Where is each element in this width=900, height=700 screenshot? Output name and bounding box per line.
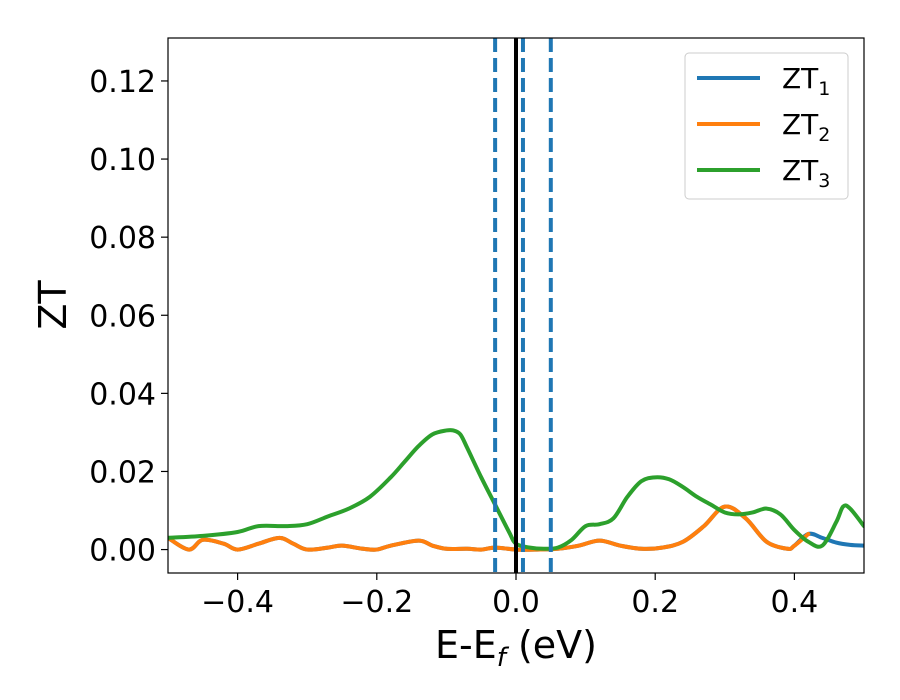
series-layer <box>168 427 864 552</box>
series-line-zt2 <box>168 504 811 552</box>
y-axis-title: ZT <box>31 280 75 330</box>
x-axis-title-main: E-E <box>435 623 497 667</box>
legend-label-zt3: ZT3 <box>782 154 830 192</box>
legend-label-zt2: ZT2 <box>782 108 830 146</box>
x-tick-label: 0.4 <box>771 585 819 620</box>
x-axis-title: E-Ef (eV) <box>435 623 597 673</box>
x-axis-ticks: −0.4 −0.2 0.0 0.2 0.4 <box>201 573 818 620</box>
y-tick-label: 0.08 <box>89 221 156 256</box>
y-tick-label: 0.00 <box>89 534 156 569</box>
x-tick-label: −0.4 <box>201 585 274 620</box>
series-line-zt3 <box>168 427 864 551</box>
y-axis-ticks: 0.00 0.02 0.04 0.06 0.08 0.10 0.12 <box>89 65 168 569</box>
y-tick-label: 0.04 <box>89 377 156 412</box>
y-tick-label: 0.12 <box>89 65 156 100</box>
y-tick-label: 0.02 <box>89 455 156 490</box>
x-axis-title-unit: (eV) <box>506 623 597 667</box>
x-tick-label: 0.0 <box>492 585 540 620</box>
reference-lines <box>493 38 553 573</box>
legend-label-zt1: ZT1 <box>782 62 830 100</box>
y-tick-label: 0.06 <box>89 299 156 334</box>
y-tick-label: 0.10 <box>89 143 156 178</box>
legend: ZT1 ZT2 ZT3 <box>684 52 849 200</box>
legend-box <box>684 52 849 200</box>
x-tick-label: 0.2 <box>631 585 679 620</box>
x-tick-label: −0.2 <box>340 585 413 620</box>
